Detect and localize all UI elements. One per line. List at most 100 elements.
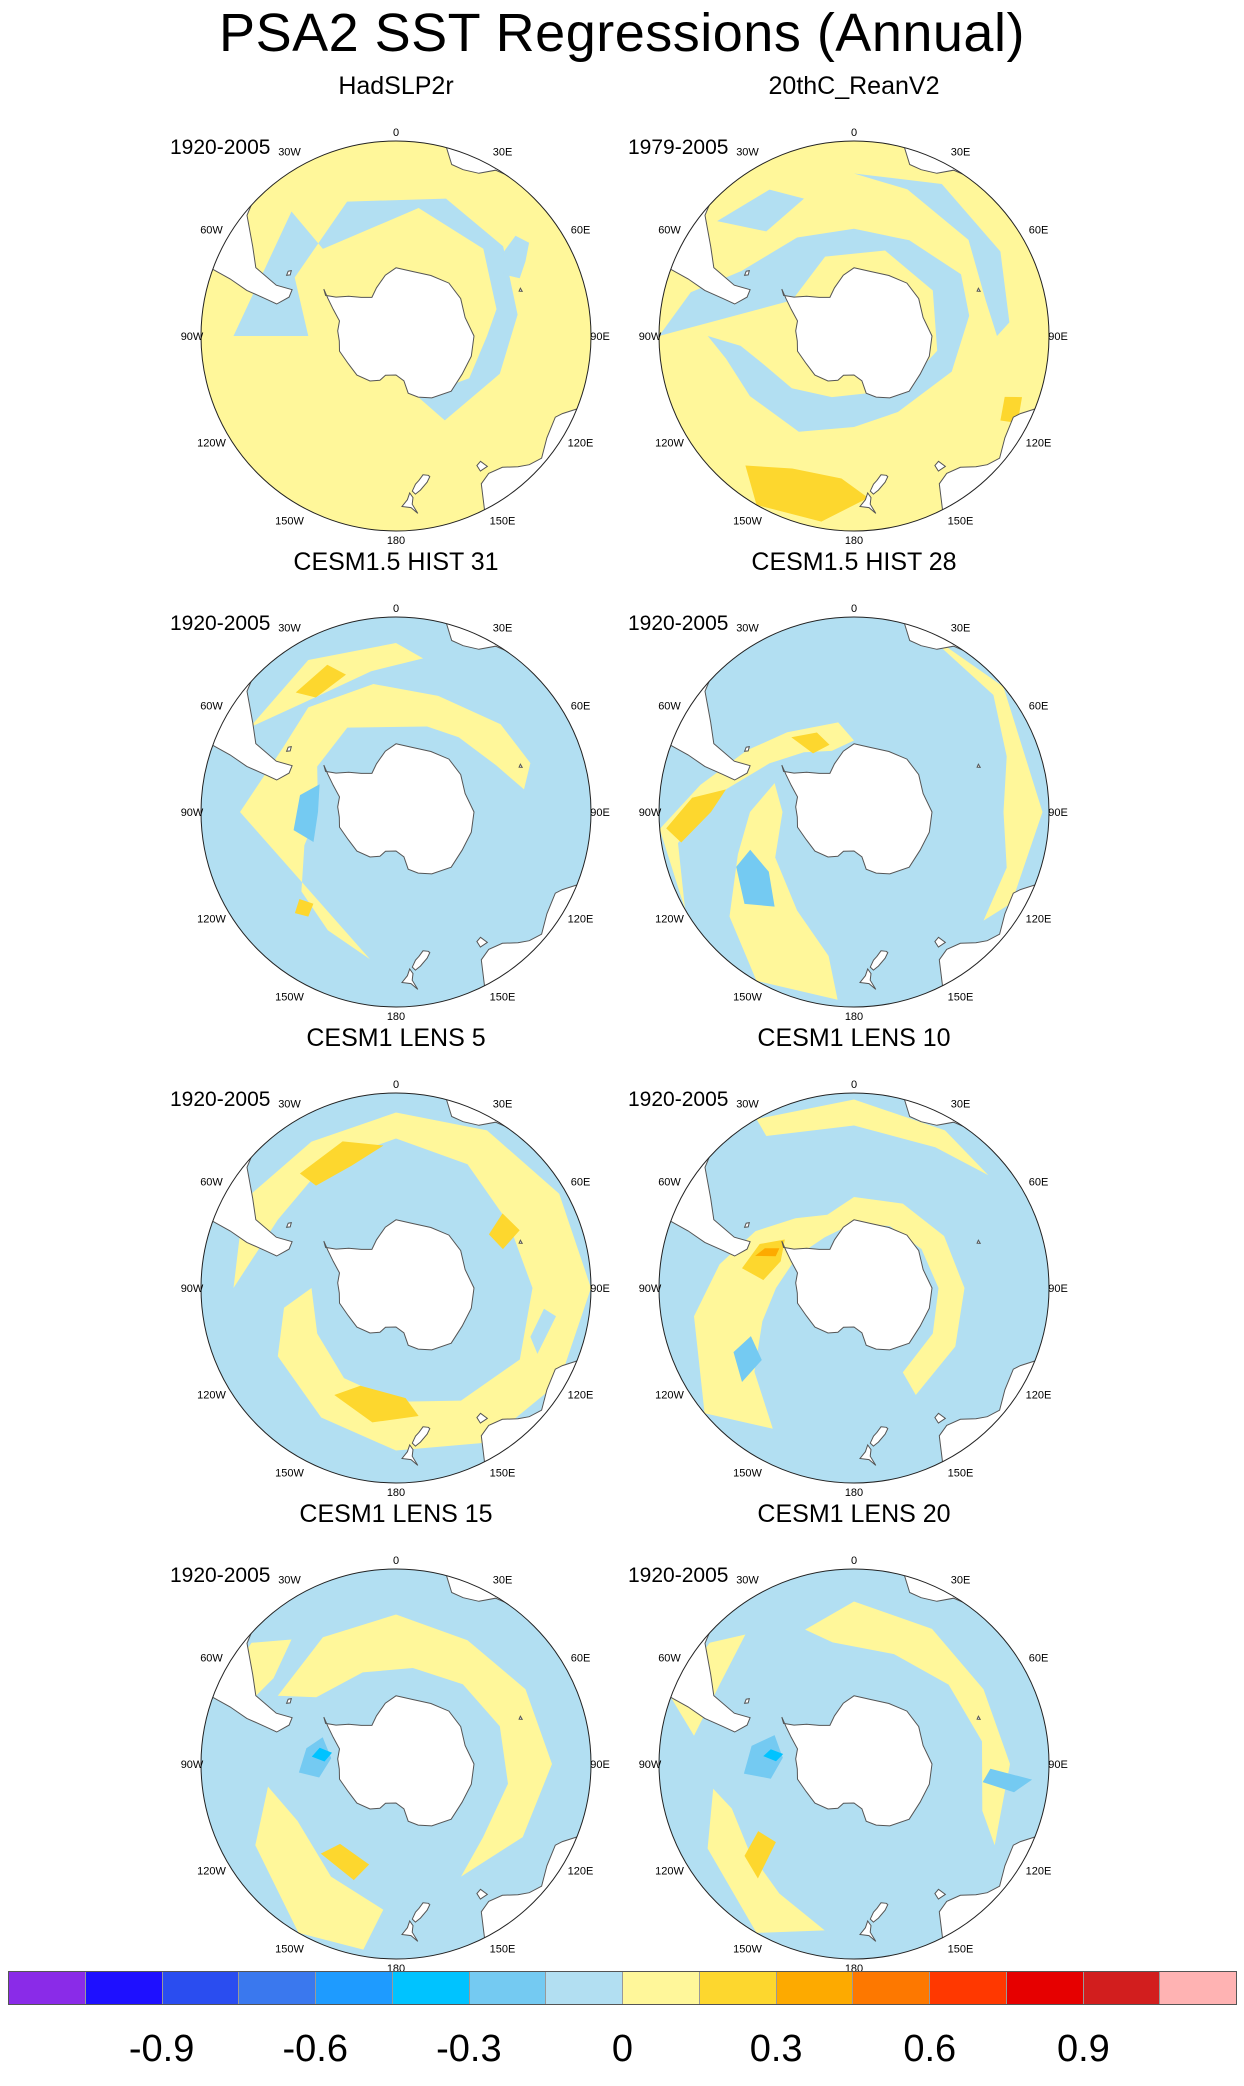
landmass-antarctica bbox=[781, 267, 933, 399]
longitude-label: 30E bbox=[493, 147, 513, 159]
longitude-label: 90E bbox=[1048, 807, 1068, 819]
landmass-nz_south bbox=[869, 474, 889, 495]
map-panel: CESM1.5 HIST 28 0 30E 60E 90E 120E 150E 180 150W… bbox=[624, 548, 1084, 1023]
sst-anomaly-region bbox=[805, 1601, 1010, 1846]
colorbar-box bbox=[1160, 1972, 1236, 2004]
longitude-label: 90W bbox=[181, 1283, 204, 1295]
landmass-africa bbox=[445, 1569, 543, 1603]
map-panel: CESM1 LENS 20 0 30E 60E 90E 120E 150E 180 150W 12… bbox=[624, 1500, 1084, 1975]
landmass-africa bbox=[903, 617, 1001, 651]
longitude-label: 30E bbox=[493, 1575, 513, 1587]
longitude-label: 30E bbox=[493, 623, 513, 635]
longitude-label: 120W bbox=[197, 914, 226, 926]
longitude-label: 30W bbox=[278, 623, 301, 635]
landmass-kerguelen bbox=[518, 1715, 524, 1720]
sst-anomaly-region bbox=[729, 783, 838, 1000]
longitude-label: 120E bbox=[1026, 914, 1052, 926]
map-panel: 20thC_ReanV2 0 30E 60E 90E 120E 150E 180 150W 120… bbox=[624, 72, 1084, 547]
sst-anomaly-region bbox=[294, 899, 314, 917]
landmass-tasmania bbox=[934, 1888, 947, 1900]
sst-anomaly-region bbox=[255, 1786, 384, 1950]
map-boundary bbox=[658, 140, 1050, 532]
landmass-nz_south bbox=[869, 950, 889, 971]
landmass-kerguelen bbox=[976, 1715, 982, 1720]
longitude-label: 150E bbox=[948, 992, 974, 1004]
longitude-label: 120W bbox=[655, 1390, 684, 1402]
longitude-label: 30E bbox=[951, 1099, 971, 1111]
sst-anomaly-region bbox=[982, 1768, 1033, 1793]
longitude-label: 150E bbox=[490, 516, 516, 528]
landmass-kerguelen bbox=[518, 763, 524, 768]
map-panel: CESM1 LENS 10 0 30E 60E 90E 120E 150E 180 150W 12… bbox=[624, 1024, 1084, 1499]
sst-anomaly-region bbox=[334, 1385, 419, 1423]
landmass-africa bbox=[903, 141, 1001, 175]
sst-anomaly-region bbox=[743, 1735, 783, 1779]
panel-title: CESM1 LENS 15 bbox=[299, 1500, 493, 1528]
main-title: PSA2 SST Regressions (Annual) bbox=[219, 3, 1025, 63]
sst-anomaly-region bbox=[920, 628, 1043, 921]
landmass-nz_north bbox=[401, 1443, 419, 1466]
longitude-label: 30E bbox=[951, 1575, 971, 1587]
map-panel: CESM1 LENS 15 0 30E 60E 90E 120E 150E 180 150W 12… bbox=[166, 1500, 626, 1975]
longitude-label: 30W bbox=[278, 1575, 301, 1587]
landmass-tasmania bbox=[476, 936, 489, 948]
landmass-nz_north bbox=[859, 491, 877, 514]
colorbar-box bbox=[392, 1972, 470, 2004]
sst-anomaly-region bbox=[755, 1248, 780, 1257]
colorbar-tick-label: -0.9 bbox=[128, 2028, 195, 2070]
sst-anomaly-region bbox=[233, 1112, 591, 1451]
landmass-falkland bbox=[743, 1221, 750, 1228]
landmass-tasmania bbox=[476, 1412, 489, 1424]
map-boundary bbox=[200, 1092, 592, 1484]
sst-anomaly-region bbox=[717, 189, 804, 232]
longitude-label: 150E bbox=[948, 1468, 974, 1480]
panel-title: HadSLP2r bbox=[338, 72, 454, 100]
longitude-label: 90E bbox=[1048, 331, 1068, 343]
longitude-label: 90W bbox=[181, 331, 204, 343]
period-label: 1920-2005 bbox=[628, 612, 729, 635]
panel-title: CESM1.5 HIST 28 bbox=[751, 548, 957, 576]
period-label: 1920-2005 bbox=[170, 1088, 271, 1111]
longitude-label: 150W bbox=[275, 516, 304, 528]
landmass-nz_north bbox=[401, 967, 419, 990]
longitude-label: 30E bbox=[951, 147, 971, 159]
period-label: 1920-2005 bbox=[170, 612, 271, 635]
sst-anomaly-region bbox=[233, 198, 518, 421]
sst-anomaly-region bbox=[756, 1099, 989, 1176]
colorbar-box bbox=[546, 1972, 623, 2004]
landmass-nz_north bbox=[401, 1919, 419, 1942]
longitude-label: 0 bbox=[851, 127, 857, 139]
panel-title: CESM1 LENS 5 bbox=[306, 1024, 486, 1052]
longitude-label: 90E bbox=[590, 331, 610, 343]
panel-title: CESM1.5 HIST 31 bbox=[293, 548, 499, 576]
longitude-label: 60W bbox=[658, 225, 681, 237]
landmass-africa bbox=[903, 1093, 1001, 1127]
colorbar-box bbox=[469, 1972, 547, 2004]
longitude-label: 90E bbox=[590, 807, 610, 819]
longitude-label: 120E bbox=[1026, 1866, 1052, 1878]
landmass-nz_south bbox=[411, 474, 431, 495]
landmass-africa bbox=[903, 1569, 1001, 1603]
colorbar-box bbox=[623, 1972, 700, 2004]
period-label: 1920-2005 bbox=[628, 1564, 729, 1587]
sst-anomaly-region bbox=[320, 1843, 370, 1881]
panel-title: CESM1 LENS 20 bbox=[757, 1500, 951, 1528]
longitude-label: 120W bbox=[655, 914, 684, 926]
landmass-kerguelen bbox=[518, 1239, 524, 1244]
longitude-label: 180 bbox=[845, 1011, 863, 1023]
longitude-label: 90E bbox=[1048, 1759, 1068, 1771]
longitude-label: 60E bbox=[1029, 1177, 1049, 1189]
longitude-label: 120W bbox=[197, 1866, 226, 1878]
longitude-label: 120E bbox=[1026, 438, 1052, 450]
map-boundary bbox=[658, 616, 1050, 1008]
map-boundary bbox=[658, 1092, 1050, 1484]
landmass-tasmania bbox=[934, 460, 947, 472]
colorbar-box bbox=[776, 1972, 854, 2004]
landmass-tasmania bbox=[934, 936, 947, 948]
longitude-label: 90E bbox=[590, 1759, 610, 1771]
landmass-falkland bbox=[285, 1221, 292, 1228]
landmass-africa bbox=[445, 617, 543, 651]
